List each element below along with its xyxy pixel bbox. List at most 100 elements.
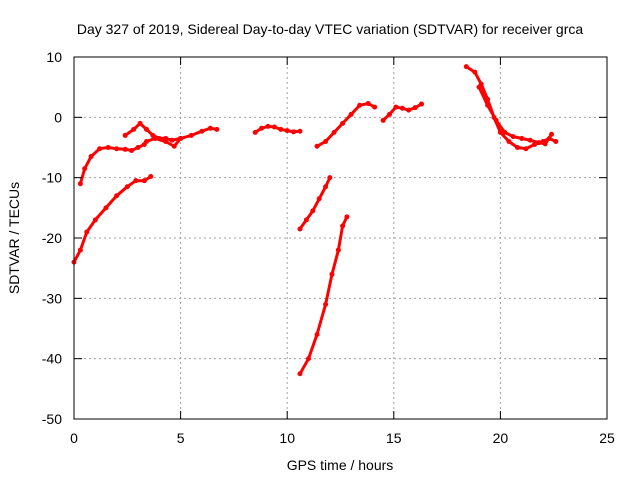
data-point bbox=[152, 135, 158, 141]
data-point bbox=[476, 84, 482, 90]
series-arc9 bbox=[380, 101, 425, 123]
data-point bbox=[310, 208, 316, 214]
data-point bbox=[122, 146, 128, 152]
data-point bbox=[124, 184, 130, 190]
data-point bbox=[365, 100, 371, 106]
data-point bbox=[131, 126, 137, 132]
data-point bbox=[493, 117, 499, 123]
x-tick-label: 0 bbox=[70, 430, 78, 446]
x-tick-labels: 0 5 10 15 20 25 bbox=[70, 430, 615, 446]
data-point bbox=[542, 141, 548, 147]
data-point bbox=[314, 143, 320, 149]
series-line bbox=[298, 215, 349, 376]
data-point bbox=[506, 138, 512, 144]
data-point bbox=[519, 135, 525, 141]
data-point bbox=[265, 123, 271, 129]
series-arc1 bbox=[77, 141, 147, 187]
y-tick-label: -30 bbox=[42, 290, 62, 306]
data-point bbox=[406, 107, 412, 113]
series-line bbox=[477, 85, 554, 146]
data-point bbox=[252, 129, 258, 135]
series-arc7 bbox=[297, 214, 350, 377]
data-point bbox=[323, 138, 329, 144]
data-point bbox=[393, 104, 399, 110]
data-point bbox=[291, 129, 297, 135]
data-point bbox=[372, 104, 378, 110]
data-point bbox=[129, 148, 135, 154]
y-tick-label: -10 bbox=[42, 170, 62, 186]
data-point bbox=[340, 223, 346, 229]
data-point bbox=[335, 247, 341, 253]
y-tick-label: -50 bbox=[42, 411, 62, 427]
data-point bbox=[485, 102, 491, 108]
data-point bbox=[502, 129, 508, 135]
x-axis-label: GPS time / hours bbox=[287, 457, 394, 473]
data-point bbox=[419, 101, 425, 107]
x-tick-label: 5 bbox=[177, 430, 185, 446]
data-point bbox=[306, 356, 312, 362]
data-point bbox=[472, 69, 478, 75]
data-point bbox=[259, 125, 265, 131]
data-point bbox=[169, 137, 175, 143]
data-point bbox=[143, 138, 149, 144]
data-point bbox=[278, 126, 284, 132]
data-point bbox=[148, 173, 154, 179]
data-point bbox=[103, 205, 109, 211]
data-series bbox=[71, 64, 559, 377]
series-arc4 bbox=[71, 173, 154, 265]
data-point bbox=[143, 126, 149, 132]
data-point bbox=[178, 135, 184, 141]
data-point bbox=[207, 125, 213, 131]
data-point bbox=[523, 146, 529, 152]
series-arc10 bbox=[463, 64, 559, 152]
data-point bbox=[199, 128, 205, 134]
data-point bbox=[316, 196, 322, 202]
data-point bbox=[303, 217, 309, 223]
ticks bbox=[73, 56, 608, 420]
data-point bbox=[188, 132, 194, 138]
data-point bbox=[297, 226, 303, 232]
data-point bbox=[463, 64, 469, 70]
chart-title: Day 327 of 2019, Sidereal Day-to-day VTE… bbox=[77, 21, 583, 37]
data-point bbox=[527, 137, 533, 143]
data-point bbox=[314, 332, 320, 338]
data-point bbox=[344, 214, 350, 220]
series-arc11 bbox=[476, 84, 555, 147]
data-point bbox=[84, 229, 90, 235]
series-arc8 bbox=[314, 100, 378, 149]
y-tick-labels: 10 0 -10 -20 -30 -40 -50 bbox=[42, 49, 62, 427]
data-point bbox=[284, 128, 290, 134]
series-line bbox=[72, 175, 153, 264]
data-point bbox=[214, 126, 220, 132]
data-point bbox=[323, 301, 329, 307]
data-point bbox=[114, 193, 120, 199]
data-point bbox=[340, 120, 346, 126]
x-tick-label: 25 bbox=[599, 430, 615, 446]
data-point bbox=[327, 175, 333, 181]
data-point bbox=[497, 129, 503, 135]
data-point bbox=[135, 145, 141, 150]
series-arc3 bbox=[143, 125, 220, 149]
data-point bbox=[329, 271, 335, 277]
data-point bbox=[105, 145, 111, 150]
data-point bbox=[553, 138, 559, 144]
data-point bbox=[271, 124, 277, 130]
data-point bbox=[536, 140, 542, 146]
data-point bbox=[399, 105, 405, 111]
x-tick-label: 10 bbox=[279, 430, 295, 446]
data-point bbox=[297, 128, 303, 134]
data-point bbox=[92, 217, 98, 223]
data-point bbox=[412, 105, 418, 111]
data-point bbox=[549, 131, 555, 137]
data-point bbox=[77, 181, 83, 187]
data-point bbox=[97, 146, 103, 152]
data-point bbox=[77, 247, 83, 253]
x-tick-label: 20 bbox=[493, 430, 509, 446]
data-point bbox=[387, 111, 393, 117]
data-point bbox=[357, 102, 363, 108]
data-point bbox=[88, 154, 94, 160]
series-line bbox=[78, 143, 146, 186]
data-point bbox=[122, 132, 128, 138]
data-point bbox=[133, 178, 139, 184]
x-tick-label: 15 bbox=[386, 430, 402, 446]
